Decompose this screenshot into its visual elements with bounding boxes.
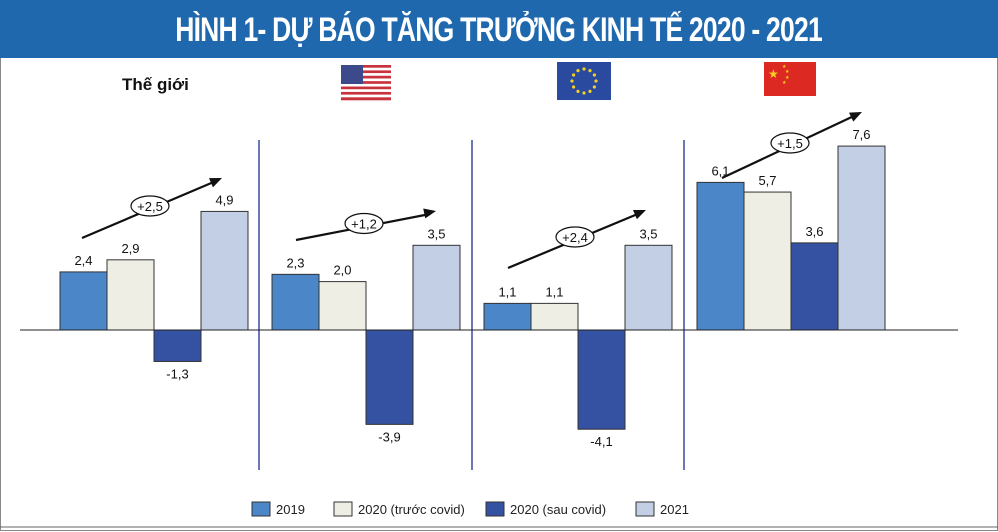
bar-2021-0 <box>200 210 249 331</box>
data-label: 2,0 <box>333 263 351 278</box>
arrow-head <box>423 208 436 219</box>
arrow-head <box>849 112 862 122</box>
eu-flag-star <box>582 91 586 95</box>
data-label: 6,1 <box>711 163 729 178</box>
bar-2020-tr-c-covid--2 <box>530 302 579 331</box>
annotation-label: +2,4 <box>562 230 588 245</box>
bar-2020-sau-covid--0 <box>153 329 202 362</box>
us-flag-icon-stripe <box>341 83 391 87</box>
legend-swatch <box>251 501 271 517</box>
eu-flag-star <box>588 69 592 73</box>
china-flag-small-star: ★ <box>785 75 790 81</box>
china-flag-icon <box>764 62 816 96</box>
category-label-world: Thế giới <box>122 75 189 94</box>
bar-2019-0 <box>59 271 108 331</box>
bar-2019-3 <box>696 181 745 331</box>
arrow-head <box>209 178 222 188</box>
legend-label: 2020 (sau covid) <box>510 502 606 517</box>
data-label: 4,9 <box>215 192 233 207</box>
us-flag-icon <box>341 65 363 84</box>
us-flag-icon-stripe <box>341 70 391 74</box>
arrow-head <box>633 210 646 220</box>
eu-flag-star <box>588 89 592 93</box>
bar-2019-2 <box>483 302 532 331</box>
china-flag-small-star: ★ <box>785 69 790 75</box>
legend-label: 2021 <box>660 502 689 517</box>
eu-flag-star <box>572 85 576 89</box>
data-label: 3,6 <box>805 224 823 239</box>
legend-label: 2020 (trước covid) <box>358 502 465 517</box>
bar-2020-tr-c-covid--3 <box>743 191 792 331</box>
us-flag-icon-stripe <box>341 73 391 77</box>
data-label: 3,5 <box>427 226 445 241</box>
bar-2021-3 <box>837 145 886 331</box>
data-label: 2,9 <box>121 241 139 256</box>
us-flag-icon-stripe <box>341 81 391 85</box>
data-label: -1,3 <box>166 366 188 381</box>
data-label: 1,1 <box>545 284 563 299</box>
annotation-ellipse <box>770 132 810 154</box>
data-label: 5,7 <box>758 173 776 188</box>
china-flag-star: ★ <box>768 67 779 81</box>
us-flag-icon-stripe <box>341 89 391 93</box>
bar-2021-2 <box>624 244 673 331</box>
us-flag-icon-stripe <box>341 97 391 101</box>
eu-flag-star <box>576 89 580 93</box>
bar-2020-sau-covid--2 <box>577 329 626 430</box>
legend-swatch <box>485 501 505 517</box>
bar-2020-sau-covid--1 <box>365 329 414 425</box>
bar-2019-1 <box>271 273 320 331</box>
data-label: 1,1 <box>498 284 516 299</box>
bar-2020-sau-covid--3 <box>790 242 839 331</box>
bar-2020-tr-c-covid--1 <box>318 281 367 331</box>
eu-flag-star <box>592 73 596 77</box>
china-flag-small-star: ★ <box>782 80 787 86</box>
data-label: 3,5 <box>639 226 657 241</box>
us-flag-icon-stripe <box>341 91 391 95</box>
us-flag-icon-stripe <box>341 78 391 82</box>
annotation-label: +2,5 <box>137 199 163 214</box>
eu-flag-star <box>572 73 576 77</box>
eu-flag-star <box>582 67 586 71</box>
data-label: 7,6 <box>852 127 870 142</box>
legend-swatch <box>635 501 655 517</box>
data-label: 2,3 <box>286 255 304 270</box>
data-label: -4,1 <box>590 434 612 449</box>
us-flag-icon-stripe <box>341 65 391 68</box>
eu-flag-star <box>592 85 596 89</box>
annotation-ellipse <box>555 226 595 248</box>
eu-flag-star <box>594 79 598 83</box>
us-flag-icon-stripe <box>341 75 391 79</box>
china-flag-small-star: ★ <box>782 64 787 70</box>
us-flag-icon-stripe <box>341 67 391 71</box>
annotation-ellipse <box>344 212 384 235</box>
us-flag-icon-stripe <box>341 94 391 98</box>
legend-label: 2019 <box>276 502 305 517</box>
annotation-label: +1,5 <box>777 136 803 151</box>
legend-swatch <box>333 501 353 517</box>
data-label: -3,9 <box>378 429 400 444</box>
eu-flag-star <box>570 79 574 83</box>
us-flag-icon-stripe <box>341 86 391 90</box>
bar-2020-tr-c-covid--0 <box>106 259 155 331</box>
annotation-ellipse <box>130 195 170 217</box>
data-label: 2,4 <box>74 253 92 268</box>
chart-title: HÌNH 1- DỰ BÁO TĂNG TRƯỞNG KINH TẾ 2020 … <box>0 0 998 58</box>
eu-flag-star <box>576 69 580 73</box>
bar-2021-1 <box>412 244 461 331</box>
annotation-label: +1,2 <box>351 217 377 232</box>
